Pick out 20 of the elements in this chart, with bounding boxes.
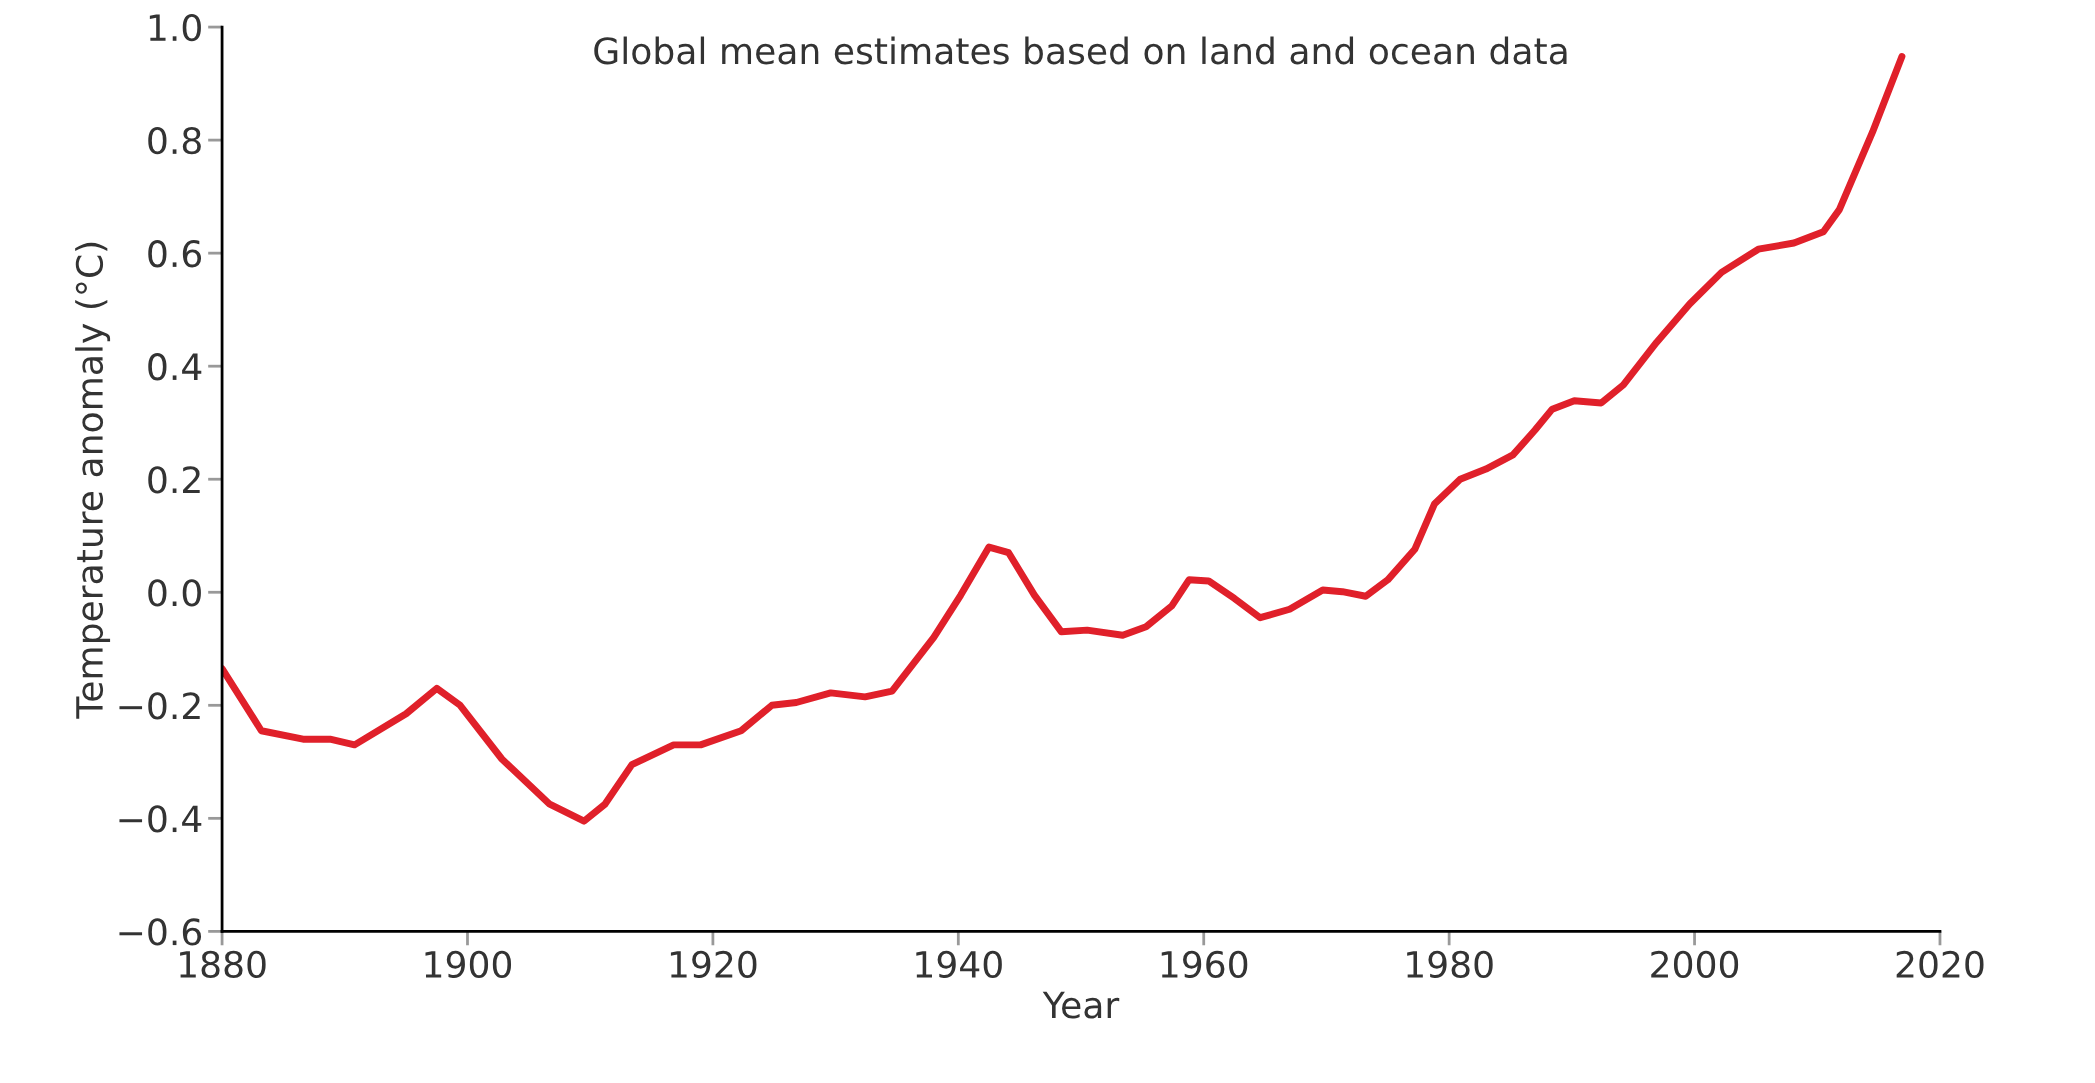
x-tick-label: 1980 <box>1407 950 1493 979</box>
x-axis-title: Year <box>1042 991 1120 1019</box>
y-tick-label: −0.2 <box>119 692 200 720</box>
y-tick-label: −0.4 <box>119 805 202 833</box>
y-tick-label: 0.0 <box>148 579 201 607</box>
y-tick-label: 0.8 <box>148 127 201 155</box>
x-tick-label: 1920 <box>670 950 757 979</box>
y-tick-label: 0.4 <box>148 353 202 381</box>
y-axis-title: Temperature anomaly (°C) <box>75 242 111 719</box>
y-tick-label: 0.2 <box>148 466 200 494</box>
x-tick-label: 1940 <box>916 950 1002 979</box>
x-tick-label: 2000 <box>1651 950 1739 979</box>
x-tick-label: 2020 <box>1896 950 1984 979</box>
x-tick-label: 1880 <box>180 950 266 979</box>
y-tick-label: 1.0 <box>149 13 201 42</box>
y-tick-label: −0.6 <box>119 918 202 946</box>
chart-title: Global mean estimates based on land and ocean data <box>594 36 1567 65</box>
y-tick-label: 0.6 <box>148 240 202 268</box>
x-tick-label: 1960 <box>1161 950 1248 979</box>
x-tick-label: 1900 <box>425 950 512 979</box>
